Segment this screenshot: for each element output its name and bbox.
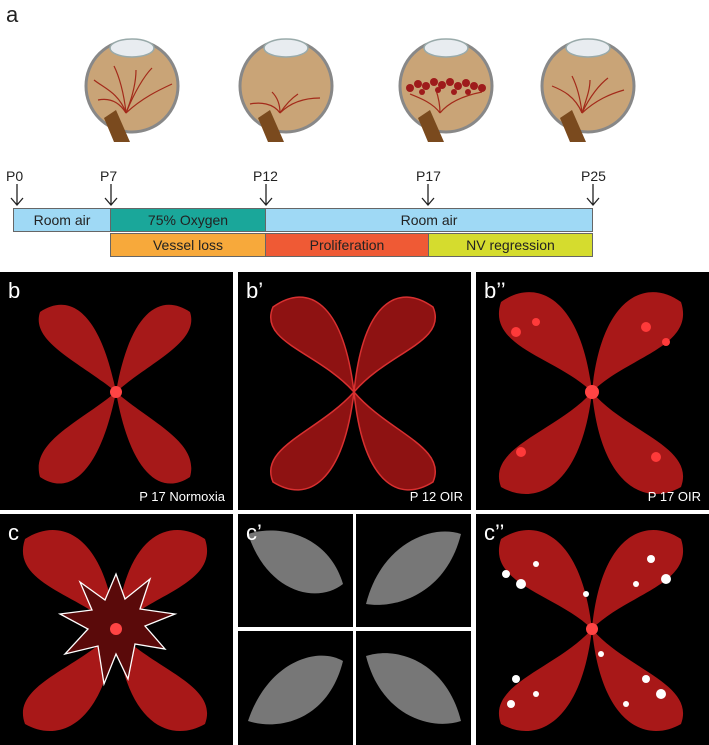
normal-eye-icon bbox=[84, 38, 180, 142]
timepoint-p12: P12 bbox=[253, 168, 278, 184]
retina-flatmount-image bbox=[22, 529, 208, 732]
timepoint-p25: P25 bbox=[581, 168, 606, 184]
retina-image-grayscale-quadrants: c’ bbox=[238, 514, 471, 745]
regressed-eye-icon bbox=[540, 38, 636, 142]
retina-flatmount-image bbox=[498, 292, 684, 495]
proliferation-bar: Proliferation bbox=[265, 233, 429, 257]
arrow-down-icon bbox=[421, 184, 435, 206]
panel-label-b-prime: b’ bbox=[246, 278, 264, 303]
retina-image-p17-oir: b’’ P 17 OIR bbox=[476, 272, 709, 510]
oxygen-bar: 75% Oxygen bbox=[110, 208, 266, 232]
arrow-down-icon bbox=[259, 184, 273, 206]
vessel-loss-eye-icon bbox=[238, 38, 334, 142]
neovascular-eye-icon bbox=[398, 38, 494, 142]
panel-label-a: a bbox=[6, 2, 19, 27]
retina-image-neovascular-highlight: c’’ bbox=[476, 514, 709, 745]
grayscale-quadrant bbox=[356, 514, 471, 627]
panel-label-c-double-prime: c’’ bbox=[484, 520, 505, 545]
timepoint-p0: P0 bbox=[6, 168, 24, 184]
grayscale-quadrant bbox=[356, 631, 471, 745]
retina-flatmount-image bbox=[498, 529, 684, 732]
vessel-loss-bar: Vessel loss bbox=[110, 233, 266, 257]
retina-flatmount-image bbox=[38, 304, 192, 484]
room-air-bar-1: Room air bbox=[13, 208, 111, 232]
retina-image-p12-oir: b’ P 12 OIR bbox=[238, 272, 471, 510]
panel-label-b-double-prime: b’’ bbox=[484, 278, 506, 303]
panel-label-b: b bbox=[8, 278, 21, 303]
timepoint-p17: P17 bbox=[416, 168, 441, 184]
arrow-down-icon bbox=[10, 184, 24, 206]
grayscale-quadrant bbox=[238, 631, 353, 745]
retina-image-avascular-outline: c bbox=[0, 514, 233, 745]
image-caption-b-double-prime: P 17 OIR bbox=[647, 489, 701, 504]
panel-label-c-prime: c’ bbox=[246, 520, 262, 545]
retina-image-normoxia: b P 17 Normoxia bbox=[0, 272, 233, 510]
room-air-bar-2: Room air bbox=[265, 208, 593, 232]
arrow-down-icon bbox=[586, 184, 600, 206]
image-caption-b: P 17 Normoxia bbox=[139, 489, 225, 504]
grayscale-quadrant bbox=[238, 514, 353, 627]
image-caption-b-prime: P 12 OIR bbox=[409, 489, 463, 504]
nv-regression-bar: NV regression bbox=[428, 233, 593, 257]
panel-label-c: c bbox=[8, 520, 19, 545]
timepoint-p7: P7 bbox=[100, 168, 118, 184]
retina-flatmount-image bbox=[270, 296, 436, 491]
arrow-down-icon bbox=[104, 184, 118, 206]
